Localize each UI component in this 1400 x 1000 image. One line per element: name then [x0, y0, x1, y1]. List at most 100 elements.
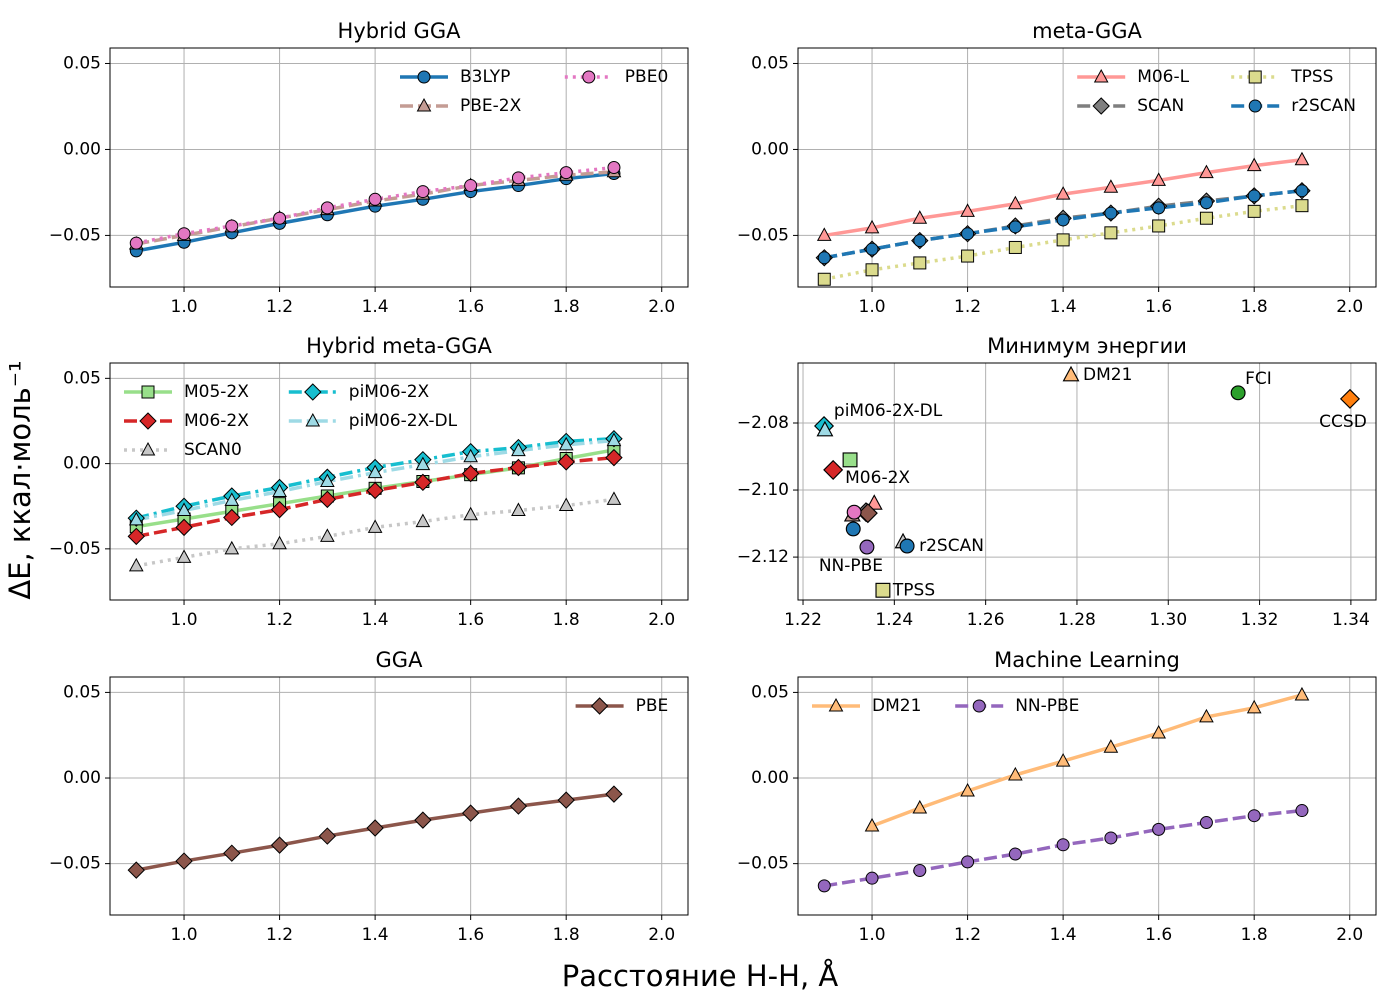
scatter-point	[846, 504, 862, 520]
scatter-point	[816, 420, 834, 437]
point-label: DM21	[1083, 365, 1132, 385]
data-point	[1247, 189, 1261, 203]
data-point	[913, 256, 927, 270]
scatter-point	[875, 582, 891, 598]
data-point	[367, 519, 383, 533]
data-point	[1247, 809, 1261, 823]
data-point	[1008, 766, 1023, 781]
data-point	[1152, 201, 1166, 215]
x-tick-label: 1.6	[1145, 925, 1172, 945]
x-tick-label: 1.22	[784, 610, 822, 630]
legend-marker	[141, 385, 155, 399]
axes-frame	[797, 47, 1377, 288]
data-point	[1008, 220, 1022, 234]
data-point	[864, 219, 880, 234]
data-point	[1152, 219, 1166, 233]
x-tick-label: 1.0	[859, 925, 886, 945]
x-tick-label: 1.34	[1332, 610, 1370, 630]
x-tick-label: 1.4	[362, 297, 389, 317]
legend-marker	[1093, 68, 1109, 83]
data-point	[912, 210, 928, 224]
scatter-point	[1062, 365, 1080, 382]
data-point	[366, 819, 384, 837]
data-point	[607, 161, 621, 174]
data-point	[270, 500, 289, 519]
panel-title: Hybrid meta-GGA	[306, 334, 492, 358]
data-point	[127, 861, 145, 879]
data-point	[463, 448, 478, 463]
legend-marker	[140, 441, 156, 456]
data-point	[557, 453, 575, 471]
axes-frame	[109, 47, 689, 288]
data-point	[606, 491, 622, 505]
data-point	[1294, 686, 1310, 701]
legend-label: PBE-2X	[460, 96, 522, 116]
x-tick-label: 2.0	[648, 610, 675, 630]
legend-label: TPSS	[1290, 67, 1333, 87]
data-point	[605, 448, 623, 467]
data-point	[318, 827, 337, 845]
legend-marker	[828, 697, 844, 712]
x-tick-label: 2.0	[648, 297, 675, 317]
x-axis-label: Расстояние H-H, Å	[562, 959, 839, 993]
legend-label: piM06-2X	[349, 382, 430, 402]
data-point	[1199, 164, 1214, 179]
x-tick-label: 1.4	[362, 610, 389, 630]
y-tick-label: 0.05	[751, 682, 789, 702]
axes-frame	[109, 676, 689, 916]
data-point	[557, 791, 575, 809]
data-point	[1199, 196, 1213, 210]
scatter-point	[842, 452, 858, 468]
data-point	[127, 527, 145, 546]
x-tick-label: 1.32	[1241, 610, 1279, 630]
data-point	[913, 234, 927, 248]
legend-label: DM21	[872, 696, 921, 716]
data-point	[1104, 831, 1118, 845]
x-tick-label: 1.0	[859, 297, 886, 317]
y-axis-label: ΔE, ккал·моль⁻¹	[3, 360, 37, 599]
x-tick-label: 1.2	[266, 925, 293, 945]
data-point	[913, 863, 927, 877]
data-point	[1295, 804, 1309, 818]
legend-marker	[1248, 70, 1262, 84]
scatter-point	[865, 494, 883, 510]
x-tick-label: 2.0	[1336, 925, 1363, 945]
data-point	[1294, 151, 1310, 166]
axes-frame	[797, 362, 1377, 601]
x-tick-label: 1.8	[553, 610, 580, 630]
x-tick-label: 1.8	[1241, 925, 1268, 945]
x-tick-label: 1.6	[1145, 297, 1172, 317]
data-point	[1199, 816, 1213, 830]
legend-marker	[304, 383, 322, 401]
data-point	[320, 201, 334, 215]
scatter-point	[1230, 385, 1246, 401]
data-point	[367, 464, 383, 479]
data-point	[416, 185, 430, 199]
legend-label: NN-PBE	[1015, 696, 1079, 716]
data-point	[606, 432, 622, 447]
data-point	[960, 203, 975, 217]
x-tick-label: 1.2	[266, 610, 293, 630]
x-tick-label: 1.0	[171, 610, 198, 630]
data-point	[1151, 724, 1166, 739]
data-point	[272, 483, 287, 498]
point-label: r2SCAN	[919, 536, 984, 556]
point-label: piM06-2X-DL	[834, 401, 943, 421]
legend-label: PBE	[636, 696, 669, 716]
data-point	[128, 557, 144, 572]
x-tick-label: 1.8	[553, 925, 580, 945]
data-point	[176, 502, 192, 516]
panel-title: Hybrid GGA	[338, 19, 462, 43]
legend-marker	[1092, 97, 1110, 115]
legend-label: r2SCAN	[1291, 96, 1356, 116]
data-point	[961, 249, 975, 263]
data-point	[912, 799, 928, 814]
point-label: NN-PBE	[819, 556, 883, 576]
data-point	[320, 473, 335, 487]
legend-marker	[1248, 99, 1262, 113]
point-label: FCI	[1245, 369, 1272, 389]
data-point	[1055, 186, 1071, 200]
x-tick-label: 1.28	[1058, 610, 1096, 630]
x-tick-label: 2.0	[648, 925, 675, 945]
x-tick-label: 1.2	[954, 297, 981, 317]
